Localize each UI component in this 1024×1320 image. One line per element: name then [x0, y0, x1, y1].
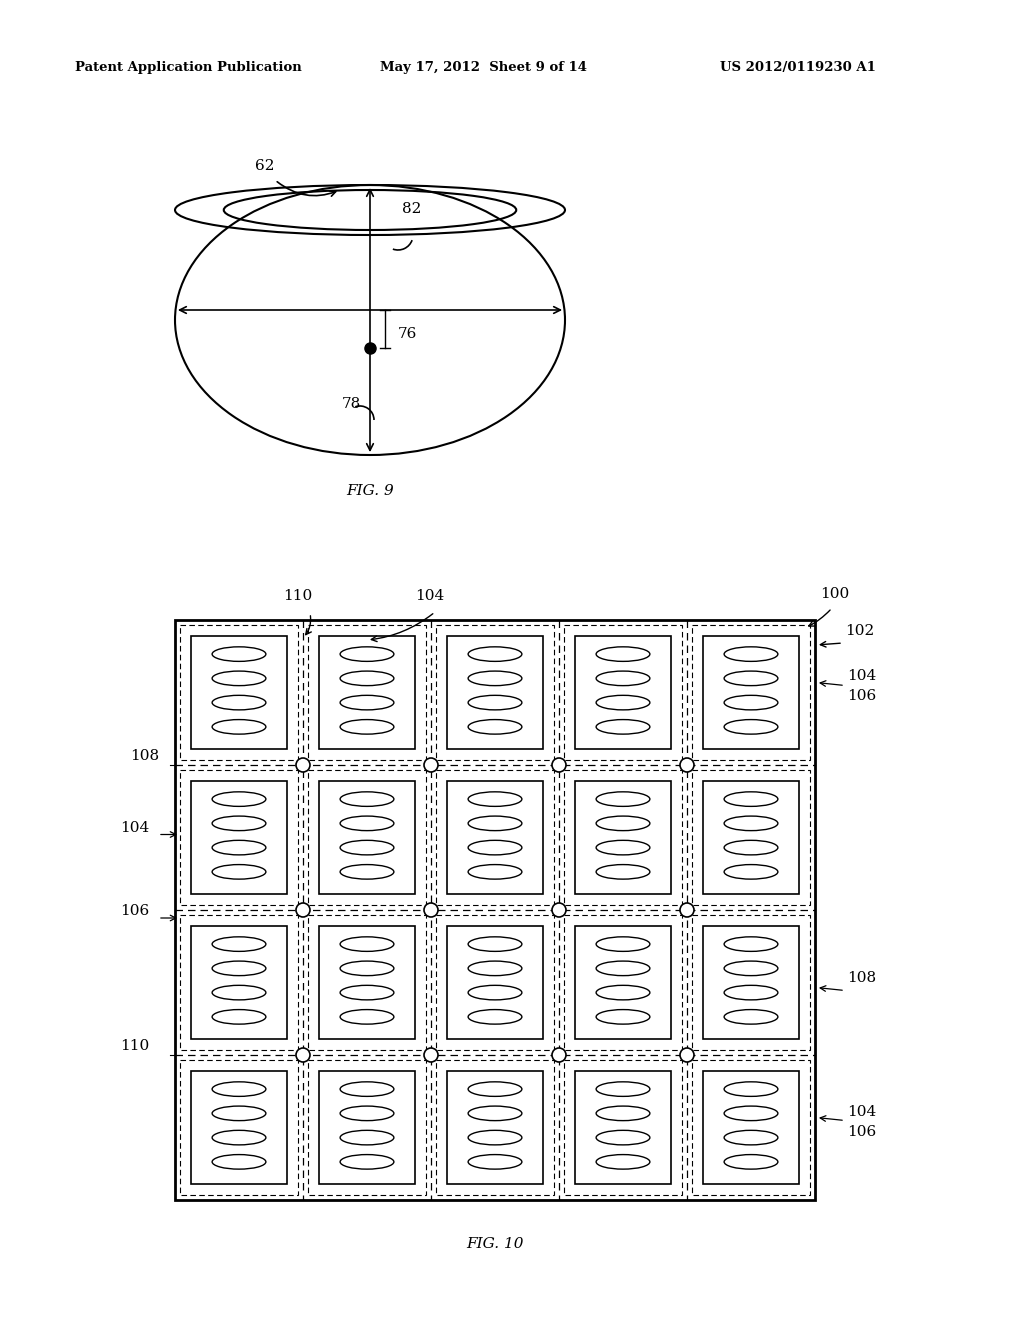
Circle shape	[552, 1048, 566, 1063]
Circle shape	[424, 903, 438, 917]
Bar	[308, 624, 426, 760]
Bar	[447, 781, 543, 894]
Text: 100: 100	[820, 587, 849, 601]
Text: 106: 106	[120, 904, 150, 917]
Bar	[703, 927, 799, 1039]
Circle shape	[552, 758, 566, 772]
Bar	[575, 781, 671, 894]
Text: Patent Application Publication: Patent Application Publication	[75, 62, 302, 74]
Text: 78: 78	[342, 397, 361, 411]
Bar	[436, 624, 554, 760]
Bar	[191, 781, 287, 894]
Bar	[319, 636, 415, 748]
Bar	[564, 1060, 682, 1195]
Bar	[703, 1071, 799, 1184]
Circle shape	[680, 758, 694, 772]
Circle shape	[424, 1048, 438, 1063]
Text: 110: 110	[120, 1039, 150, 1053]
Bar	[308, 770, 426, 906]
Text: 102: 102	[845, 624, 874, 638]
Bar	[319, 927, 415, 1039]
Circle shape	[296, 758, 310, 772]
Bar	[436, 915, 554, 1049]
Circle shape	[296, 903, 310, 917]
Bar	[564, 770, 682, 906]
Bar	[692, 1060, 810, 1195]
Bar	[564, 915, 682, 1049]
Text: 106: 106	[847, 689, 877, 704]
Bar	[191, 1071, 287, 1184]
Bar	[308, 1060, 426, 1195]
Bar	[692, 915, 810, 1049]
Circle shape	[424, 758, 438, 772]
Bar	[319, 781, 415, 894]
Text: US 2012/0119230 A1: US 2012/0119230 A1	[720, 62, 876, 74]
Bar	[191, 927, 287, 1039]
Circle shape	[680, 1048, 694, 1063]
Text: 104: 104	[847, 1105, 877, 1118]
Bar	[575, 636, 671, 748]
Bar	[180, 770, 298, 906]
Text: 104: 104	[120, 821, 150, 836]
Text: 108: 108	[847, 972, 877, 986]
Bar	[436, 1060, 554, 1195]
Text: 76: 76	[398, 327, 418, 341]
Bar	[180, 624, 298, 760]
Text: 82: 82	[402, 202, 421, 216]
Text: 108: 108	[130, 748, 159, 763]
Bar	[703, 781, 799, 894]
Bar	[180, 1060, 298, 1195]
Text: 104: 104	[847, 669, 877, 684]
Text: May 17, 2012  Sheet 9 of 14: May 17, 2012 Sheet 9 of 14	[380, 62, 587, 74]
Bar	[180, 915, 298, 1049]
Bar	[692, 624, 810, 760]
Text: FIG. 9: FIG. 9	[346, 484, 394, 498]
Text: 104: 104	[416, 589, 444, 603]
Text: 62: 62	[255, 158, 274, 173]
Bar	[703, 636, 799, 748]
Circle shape	[552, 903, 566, 917]
Bar	[692, 770, 810, 906]
Bar	[191, 636, 287, 748]
Circle shape	[680, 903, 694, 917]
Circle shape	[296, 1048, 310, 1063]
Text: 110: 110	[284, 589, 312, 603]
Bar	[447, 927, 543, 1039]
Bar	[575, 927, 671, 1039]
Bar	[175, 620, 815, 1200]
Bar	[319, 1071, 415, 1184]
Bar	[564, 624, 682, 760]
Bar	[447, 636, 543, 748]
Bar	[575, 1071, 671, 1184]
Text: 106: 106	[847, 1125, 877, 1138]
Bar	[447, 1071, 543, 1184]
Bar	[308, 915, 426, 1049]
Bar	[436, 770, 554, 906]
Text: FIG. 10: FIG. 10	[466, 1237, 523, 1251]
